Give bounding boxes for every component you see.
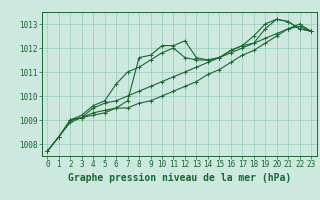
X-axis label: Graphe pression niveau de la mer (hPa): Graphe pression niveau de la mer (hPa) <box>68 173 291 183</box>
